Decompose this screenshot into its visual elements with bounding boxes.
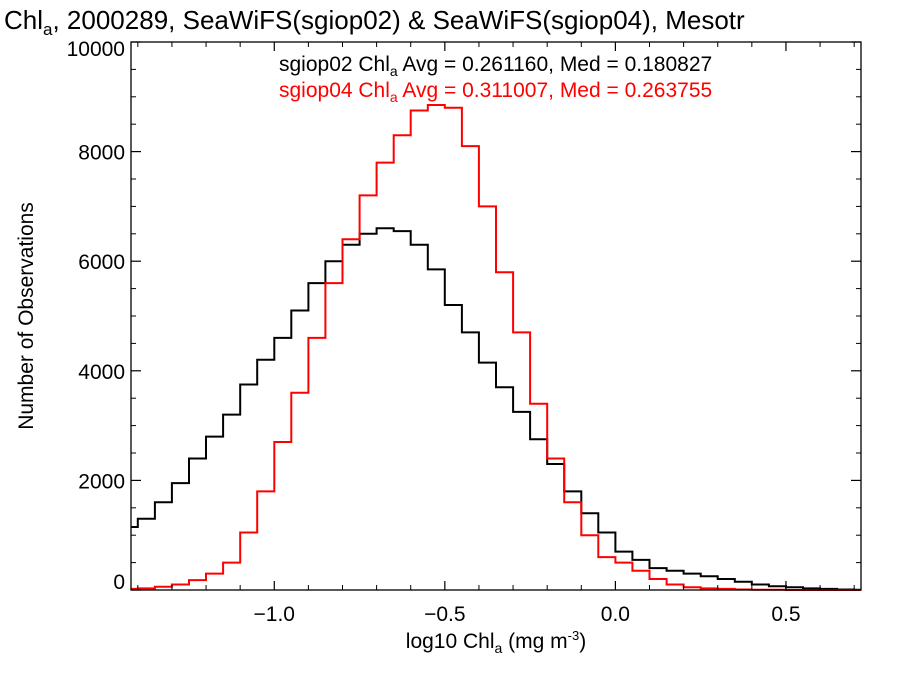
x-axis-label: log10 Chla (mg m-3)	[406, 628, 586, 656]
tick-labels: −1.0 −0.5 0.0 0.5 0 2000 4000 6000 8000 10000	[67, 38, 801, 626]
series-line-sgiop04	[131, 104, 861, 591]
x-tick-label: −1.0	[254, 603, 295, 626]
legend: sgiop02 Chla Avg = 0.261160, Med = 0.180…	[279, 53, 712, 105]
y-tick-label: 8000	[78, 142, 125, 165]
series-layer	[131, 104, 861, 591]
x-tick-label: 0.0	[601, 603, 630, 626]
y-axis-label: Number of Observations	[15, 202, 38, 430]
y-tick-label: 6000	[78, 251, 125, 274]
y-tick-label: 0	[113, 571, 125, 594]
chart-title: Chla, 2000289, SeaWiFS(sgiop02) & SeaWiF…	[4, 5, 745, 39]
legend-entry-sgiop02: sgiop02 Chla Avg = 0.261160, Med = 0.180…	[279, 53, 712, 79]
y-tick-label: 10000	[67, 38, 125, 61]
legend-entry-sgiop04: sgiop04 Chla Avg = 0.311007, Med = 0.263…	[279, 79, 712, 105]
x-tick-label: −0.5	[424, 603, 465, 626]
tick-marks	[131, 41, 861, 591]
x-tick-label: 0.5	[771, 603, 800, 626]
series-line-sgiop02	[131, 227, 861, 591]
y-tick-label: 4000	[78, 361, 125, 384]
y-tick-label: 2000	[78, 470, 125, 493]
